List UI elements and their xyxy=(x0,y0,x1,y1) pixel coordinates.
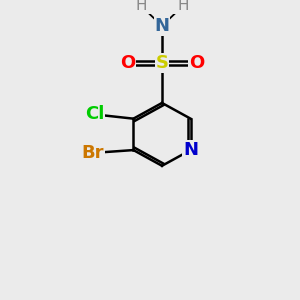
Text: Cl: Cl xyxy=(85,105,104,123)
Text: Br: Br xyxy=(82,144,104,162)
Text: O: O xyxy=(189,54,204,72)
Text: N: N xyxy=(183,141,198,159)
Text: H: H xyxy=(135,0,147,14)
Text: S: S xyxy=(155,54,169,72)
Text: O: O xyxy=(120,54,135,72)
Text: N: N xyxy=(154,17,169,35)
Text: H: H xyxy=(177,0,189,14)
